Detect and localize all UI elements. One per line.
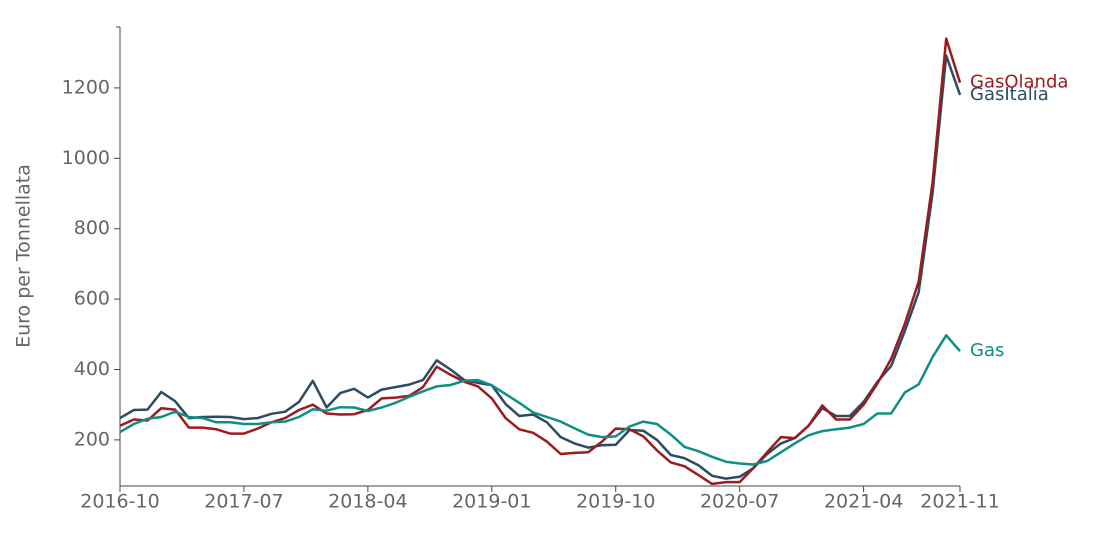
y-tick-label: 200 [74, 428, 110, 450]
x-tick-label: 2017-07 [204, 491, 283, 513]
y-tick-label: 1000 [62, 147, 110, 169]
y-tick-label: 400 [74, 358, 110, 380]
x-tick-label: 2018-04 [328, 491, 407, 513]
x-tick-label: 2016-10 [80, 491, 159, 513]
y-tick-label: 1200 [62, 76, 110, 98]
x-tick-label: 2021-11 [920, 491, 999, 513]
y-tick-label: 800 [74, 217, 110, 239]
y-axis-label: Euro per Tonnellata [13, 164, 35, 348]
series-line [119, 37, 962, 486]
x-tick-label: 2021-04 [824, 491, 903, 513]
x-tick-label: 2019-10 [576, 491, 655, 513]
x-tick-label: 2020-07 [700, 491, 779, 513]
series-line [119, 54, 962, 480]
series-label: GasItalia [970, 84, 1049, 105]
series-label: Gas [970, 340, 1004, 361]
y-tick-label: 600 [74, 288, 110, 310]
x-tick-label: 2019-01 [452, 491, 531, 513]
series-label: GasOlanda [970, 72, 1068, 93]
series-line [119, 334, 961, 466]
